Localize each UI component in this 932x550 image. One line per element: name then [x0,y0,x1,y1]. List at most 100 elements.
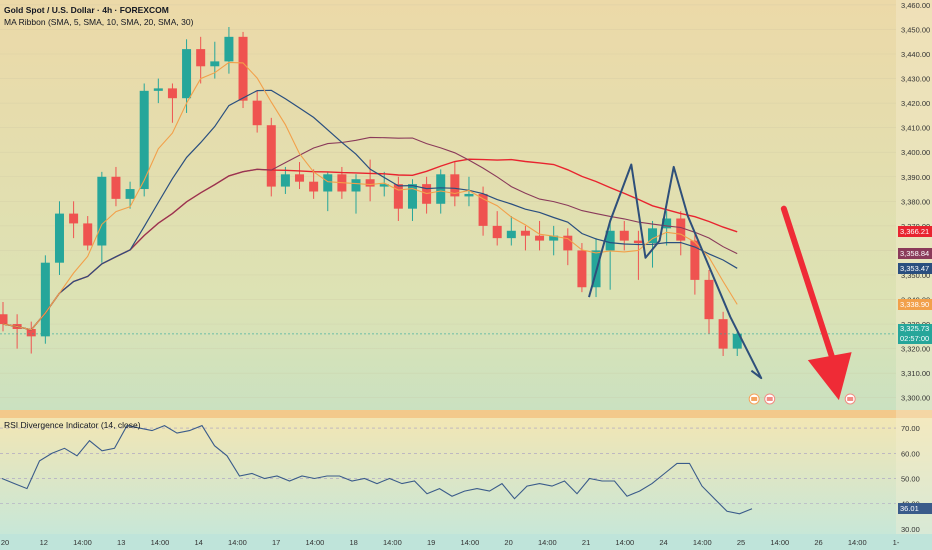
time-tick-label: 14:00 [228,538,247,547]
candle-body [252,100,262,126]
time-tick-label: 14:00 [73,538,92,547]
price-tick-label: 3,420.00 [901,99,930,108]
candle-body [153,88,163,91]
price-tick-label: 3,380.00 [901,197,930,206]
candle-body [83,223,93,246]
candle-body [450,174,460,197]
time-axis[interactable]: 20 12 14:00 13 14:00 14 14:00 17 14:00 18 14:00 19 1… [0,534,932,550]
time-tick-label: 14:00 [538,538,557,547]
candle-body [619,230,629,241]
candle-body [111,176,121,199]
time-tick-label: 14:00 [848,538,867,547]
last-price-value: 3,325.73 [900,323,930,333]
lightning-event-icon [748,393,760,405]
candle-body [365,179,375,187]
time-tick-label: 14 [195,538,203,547]
price-tick-label: 3,400.00 [901,148,930,157]
candle-body [464,193,474,197]
candle-body [732,333,742,349]
time-tick-label: 13 [117,538,125,547]
time-tick-label: 25 [737,538,745,547]
time-tick-label: 14:00 [383,538,402,547]
candle-body [280,174,290,187]
candle-body [238,36,248,101]
candle-body [690,240,700,280]
chart-legend: Gold Spot / U.S. Dollar · 4h · FOREXCOM … [4,4,193,28]
time-tick-label: 14:00 [615,538,634,547]
main-gridlines [0,4,896,398]
candle-body [351,179,361,192]
rsi-tick-label: 70.00 [901,424,920,433]
time-tick-label: 26 [814,538,822,547]
price-tick-label: 3,440.00 [901,50,930,59]
candle-body [167,88,177,99]
candle-body [196,49,206,67]
time-tick-label: 14:00 [151,538,170,547]
rsi-line [1,424,753,515]
candle-body [506,230,516,239]
sma5-line [2,61,738,331]
time-tick-label: 18 [349,538,357,547]
rsi-legend-label[interactable]: RSI Divergence Indicator (14, close) [4,420,141,430]
candle-body [648,228,658,244]
rsi-value-badge: 36.01 [898,503,932,515]
candle-body [97,176,107,246]
time-tick-label: 14:00 [693,538,712,547]
candle-body [563,235,573,251]
ma-ribbon-legend[interactable]: MA Ribbon (SMA, 5, SMA, 10, SMA, 20, SMA… [4,17,194,27]
candle-body [295,174,305,182]
time-tick-label: 1- [893,538,900,547]
time-tick-label: 14:00 [306,538,325,547]
candle-body [633,240,643,244]
candle-body [266,125,276,187]
price-tick-label: 3,450.00 [901,25,930,34]
candle-body [0,314,8,325]
candle-body [139,90,149,190]
symbol-title[interactable]: Gold Spot / U.S. Dollar · 4h · FOREXCOM [4,5,169,15]
time-tick-label: 12 [40,538,48,547]
us-flag-event-icon [764,393,776,405]
candle-body [26,328,36,337]
candle-body [69,213,79,224]
candle-body [323,174,333,192]
time-tick-label: 17 [272,538,280,547]
candle-body [210,61,220,67]
price-tick-label: 3,390.00 [901,173,930,182]
time-tick-label: 24 [659,538,667,547]
time-tick-label: 14:00 [770,538,789,547]
candle-body [407,184,417,209]
countdown-timer: 02:57:00 [900,333,930,343]
candle-body [379,184,389,187]
candle-body [520,230,530,236]
candle-body [605,230,615,251]
rsi-tick-label: 50.00 [901,475,920,484]
sma30-price-badge: 3,366.21 [898,226,932,238]
time-tick-label: 21 [582,538,590,547]
time-tick-label: 20 [504,538,512,547]
projection-drawing [588,163,763,380]
candle-body [478,193,488,226]
candle-body [662,218,672,229]
candle-body [535,235,545,241]
price-tick-label: 3,300.00 [901,394,930,403]
us-flag-event-icon [844,393,856,405]
sma10-line [2,89,738,331]
rsi-pane [0,424,896,515]
candle-body [577,250,587,288]
sma10-price-badge: 3,353.47 [898,262,932,274]
rsi-tick-label: 30.00 [901,525,920,534]
price-tick-label: 3,410.00 [901,124,930,133]
time-tick-label: 14:00 [460,538,479,547]
time-tick-label: 20 [1,538,9,547]
candle-body [54,213,64,263]
candlestick-series [0,27,742,356]
forecast-arrow-head [807,352,852,401]
candle-body [393,184,403,209]
candle-body [125,189,135,199]
candle-body [549,235,559,241]
candle-body [309,181,319,192]
candle-body [704,279,714,320]
price-tick-label: 3,430.00 [901,75,930,84]
candle-body [718,319,728,349]
